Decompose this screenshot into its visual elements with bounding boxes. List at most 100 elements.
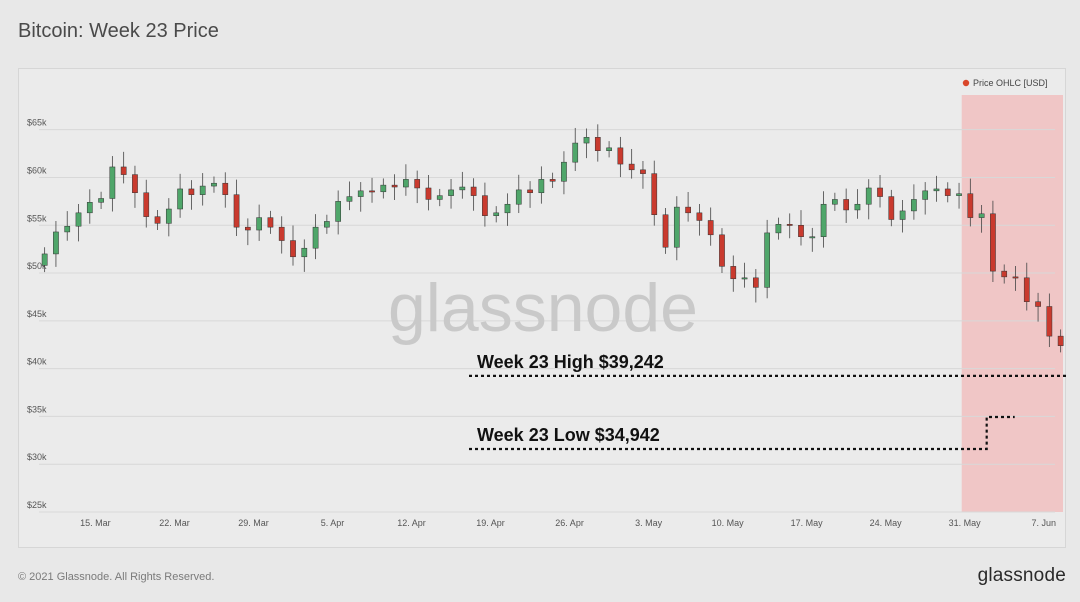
y-tick-label: $50k — [27, 261, 47, 271]
candle-body — [549, 179, 556, 182]
candle — [357, 182, 364, 212]
candle-body — [673, 206, 680, 248]
candle-body — [967, 193, 974, 218]
x-tick-label: 19. Apr — [476, 518, 505, 528]
candle-body — [730, 266, 737, 280]
candle — [628, 148, 635, 179]
candle — [132, 165, 138, 208]
candle-body — [990, 213, 996, 272]
candle-body — [482, 195, 488, 216]
candle — [391, 174, 398, 201]
candle-body — [109, 166, 116, 199]
candle-body — [301, 247, 308, 258]
candle-body — [685, 206, 691, 214]
candle-body — [572, 142, 579, 163]
candle — [786, 213, 793, 239]
candle-body — [752, 277, 759, 288]
chart-panel: $25k $30k $35k $40k $45k $50k $55k $60k $65k 15. … — [18, 68, 1067, 548]
candle-body — [199, 185, 206, 195]
x-tick-label: 3. May — [635, 518, 663, 528]
candle — [425, 174, 432, 211]
candle-body — [1057, 335, 1064, 346]
candle — [470, 178, 477, 211]
y-tick-label: $65k — [27, 118, 47, 128]
candle — [154, 209, 161, 231]
candle — [1046, 293, 1053, 348]
candle-body — [403, 179, 409, 188]
candle — [640, 161, 646, 189]
candle-body — [120, 166, 127, 175]
candle — [493, 206, 500, 223]
candle — [922, 182, 929, 215]
candle-body — [165, 208, 172, 224]
week23-low-label: Week 23 Low $34,942 — [477, 425, 660, 445]
x-tick-label: 10. May — [712, 518, 745, 528]
candle-body — [312, 226, 319, 249]
candle-body — [798, 225, 804, 237]
candle-body — [414, 179, 421, 189]
candle-body — [775, 224, 782, 234]
candle-body — [628, 163, 635, 171]
candle-body — [843, 199, 850, 211]
candle — [730, 255, 737, 292]
candle — [741, 262, 748, 288]
candle — [888, 189, 895, 227]
candle — [504, 193, 511, 226]
candle-body — [98, 198, 104, 203]
candle-body — [244, 226, 251, 231]
candle-body — [933, 188, 940, 192]
candle — [832, 192, 838, 211]
candle — [775, 217, 782, 240]
candle — [865, 179, 872, 220]
candle-body — [436, 195, 443, 200]
candle — [414, 170, 421, 204]
candle — [324, 214, 330, 234]
candle-body — [346, 196, 353, 202]
candle-body — [177, 188, 183, 210]
candle — [798, 210, 804, 246]
candle — [75, 204, 82, 242]
candle — [594, 124, 601, 162]
y-tick-label: $45k — [27, 309, 47, 319]
candle — [820, 191, 827, 248]
candle — [1035, 292, 1041, 322]
candle-body — [978, 213, 985, 218]
candle-body — [64, 225, 71, 233]
y-tick-label: $30k — [27, 452, 47, 462]
candle-body — [583, 137, 590, 144]
candle-body — [504, 203, 511, 214]
candle — [764, 219, 770, 299]
candle — [673, 196, 680, 261]
week23-low-line — [469, 415, 1015, 451]
candle-body — [233, 194, 240, 228]
candle-body — [154, 216, 161, 224]
candle — [617, 136, 624, 178]
candle — [538, 166, 545, 204]
candle — [967, 178, 974, 227]
candle-body — [143, 192, 150, 217]
candle — [956, 182, 962, 209]
candle — [244, 218, 251, 246]
candle-body — [832, 199, 838, 205]
candle-body — [41, 253, 48, 266]
candle — [199, 173, 206, 206]
candle — [278, 216, 285, 254]
candle — [527, 181, 533, 208]
candle — [53, 221, 59, 267]
candle — [583, 128, 590, 159]
candle-body — [324, 221, 330, 228]
candle — [98, 191, 104, 210]
candle — [561, 151, 567, 195]
x-tick-label: 29. Mar — [238, 518, 269, 528]
candle-body — [561, 161, 567, 182]
candle-body — [707, 220, 714, 236]
candle — [978, 204, 985, 233]
candle-body — [877, 187, 883, 197]
y-tick-label: $60k — [27, 165, 47, 175]
page-title: Bitcoin: Week 23 Price — [18, 20, 219, 42]
candle-body — [786, 224, 793, 226]
x-tick-label: 12. Apr — [397, 518, 426, 528]
watermark: glassnode — [388, 270, 698, 346]
candle — [651, 160, 658, 226]
candle-body — [425, 187, 432, 200]
